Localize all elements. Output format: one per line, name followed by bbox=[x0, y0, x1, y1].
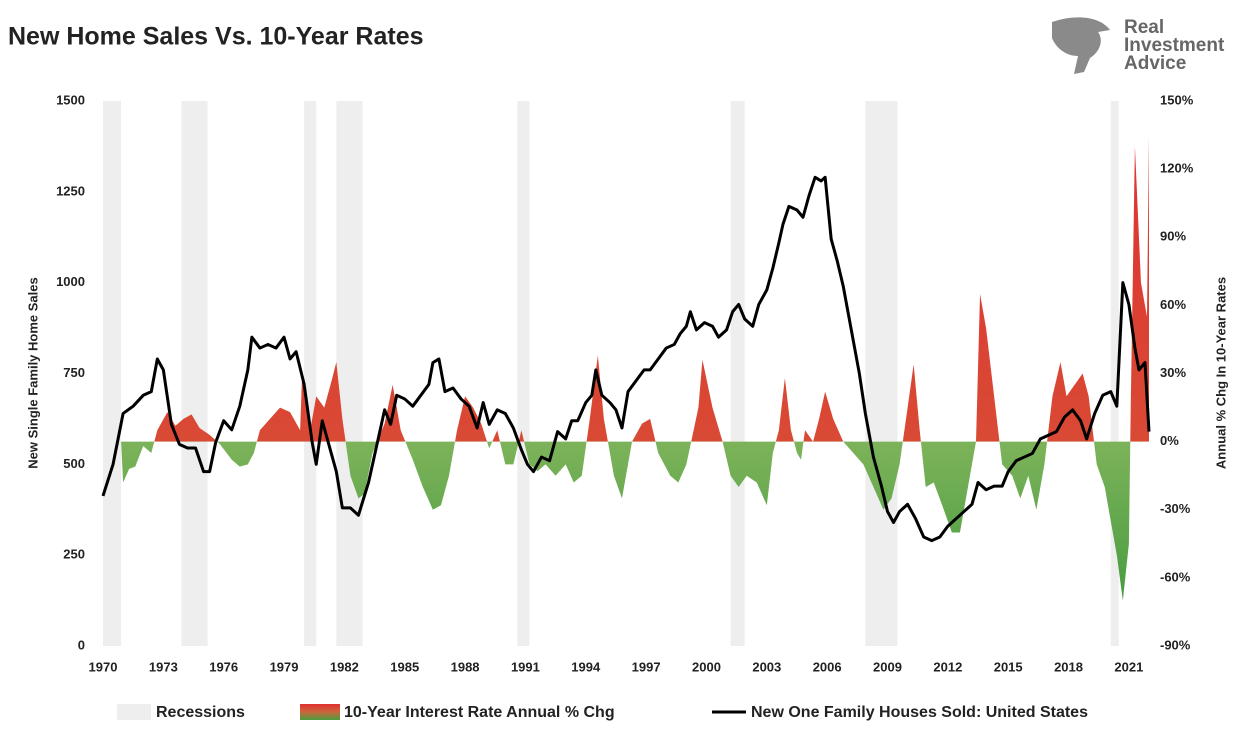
y2-tick-label: 30% bbox=[1160, 365, 1186, 380]
x-tick-label: 2018 bbox=[1054, 659, 1083, 674]
y2-tick-label: -90% bbox=[1160, 637, 1191, 652]
sales-line bbox=[101, 175, 1151, 543]
y-tick-label: 0 bbox=[78, 637, 85, 652]
y-tick-label: 750 bbox=[63, 365, 85, 380]
y2-tick-label: -60% bbox=[1160, 569, 1191, 584]
logo-icon bbox=[1052, 17, 1110, 74]
x-tick-label: 1970 bbox=[89, 659, 118, 674]
recession-band bbox=[304, 101, 317, 646]
x-tick-label: 1973 bbox=[149, 659, 178, 674]
x-tick-label: 1994 bbox=[571, 659, 601, 674]
y-tick-label: 250 bbox=[63, 547, 85, 562]
x-tick-label: 2003 bbox=[752, 659, 781, 674]
y2-tick-label: 90% bbox=[1160, 229, 1186, 244]
x-tick-label: 1991 bbox=[511, 659, 540, 674]
y2-axis-label: Annual % Chg In 10-Year Rates bbox=[1213, 277, 1228, 469]
x-tick-label: 1982 bbox=[330, 659, 359, 674]
y-tick-label: 1500 bbox=[56, 92, 85, 107]
plot bbox=[99, 100, 1153, 649]
x-tick-label: 2009 bbox=[873, 659, 902, 674]
y-axis-label: New Single Family Home Sales bbox=[25, 277, 40, 468]
recession-band bbox=[336, 101, 363, 646]
recession-band bbox=[517, 101, 530, 646]
x-tick-label: 2015 bbox=[994, 659, 1023, 674]
recession-band bbox=[1110, 101, 1119, 646]
rate-area bbox=[121, 135, 1149, 601]
recession-band bbox=[181, 101, 208, 646]
x-tick-label: 1979 bbox=[270, 659, 299, 674]
brand-line: Advice bbox=[1124, 53, 1186, 74]
legend-swatch bbox=[300, 704, 340, 720]
x-tick-label: 2006 bbox=[813, 659, 842, 674]
y-tick-label: 1250 bbox=[56, 183, 85, 198]
x-tick-label: 2021 bbox=[1114, 659, 1143, 674]
y2-tick-label: 150% bbox=[1160, 92, 1194, 107]
x-tick-label: 1976 bbox=[209, 659, 238, 674]
y2-tick-label: -30% bbox=[1160, 501, 1191, 516]
legend-label: New One Family Houses Sold: United State… bbox=[751, 704, 1088, 721]
y-tick-label: 500 bbox=[63, 456, 85, 471]
y2-tick-label: 120% bbox=[1160, 161, 1194, 176]
y-tick-label: 1000 bbox=[56, 274, 85, 289]
chart-title: New Home Sales Vs. 10-Year Rates bbox=[8, 23, 424, 51]
x-tick-label: 1988 bbox=[451, 659, 480, 674]
y2-tick-label: 60% bbox=[1160, 297, 1186, 312]
recession-band bbox=[730, 101, 745, 646]
recession-band bbox=[103, 101, 122, 646]
x-tick-label: 2000 bbox=[692, 659, 721, 674]
legend-label: 10-Year Interest Rate Annual % Chg bbox=[344, 704, 615, 721]
brand-line: Real bbox=[1124, 17, 1164, 38]
recession-band bbox=[865, 101, 898, 646]
x-tick-label: 1985 bbox=[390, 659, 419, 674]
y2-tick-label: 0% bbox=[1160, 433, 1179, 448]
legend-label: Recessions bbox=[156, 704, 245, 721]
x-tick-label: 2012 bbox=[933, 659, 962, 674]
legend-swatch bbox=[117, 704, 151, 720]
brand-line: Investment bbox=[1124, 35, 1225, 56]
x-tick-label: 1997 bbox=[632, 659, 661, 674]
